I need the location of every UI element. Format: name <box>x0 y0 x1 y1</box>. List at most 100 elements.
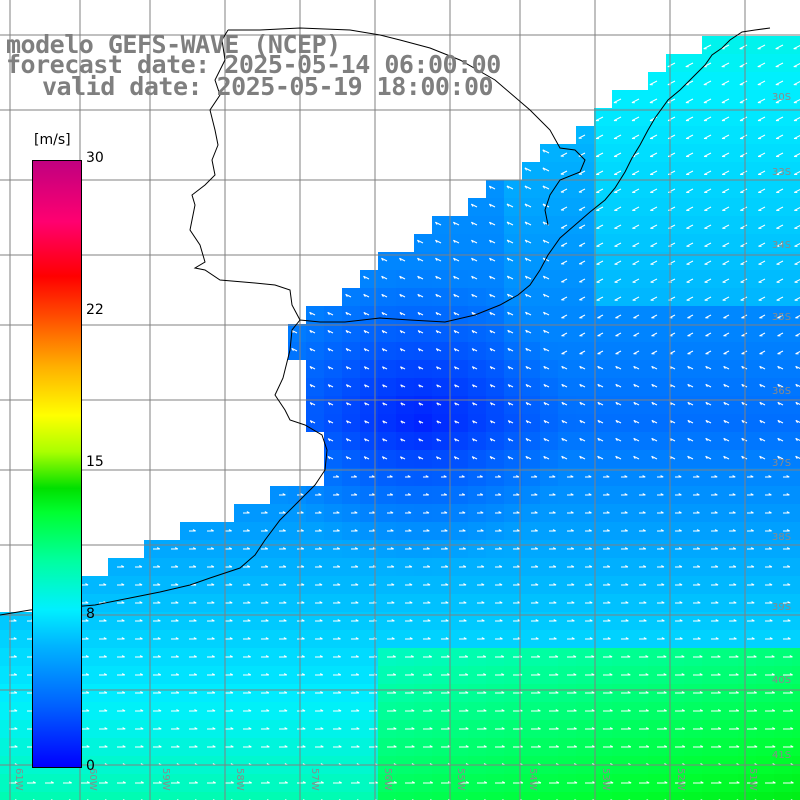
wind-arrow-head <box>480 547 484 550</box>
wind-cell <box>324 792 342 800</box>
wind-arrow-head <box>769 601 773 604</box>
latitude-label: 40S <box>772 675 791 686</box>
wind-arrow-head <box>436 438 439 442</box>
wind-arrow-head <box>465 781 470 784</box>
wind-arrow-head <box>409 583 413 586</box>
wind-arrow-head <box>768 547 773 550</box>
wind-arrow-head <box>176 781 180 784</box>
wind-arrow-head <box>121 637 125 640</box>
wind-cell <box>72 792 90 800</box>
wind-arrow <box>560 224 568 229</box>
wind-cell <box>792 612 800 630</box>
wind-arrow-head <box>542 149 545 153</box>
wind-arrow-head <box>606 511 610 514</box>
wind-arrow-head <box>463 583 467 586</box>
wind-arrow <box>596 260 604 265</box>
wind-arrow-head <box>426 511 430 514</box>
wind-arrow <box>667 134 676 139</box>
wind-arrow-head <box>661 583 665 586</box>
wind-cell <box>792 162 800 180</box>
wind-arrow <box>524 239 532 244</box>
wind-arrow-head <box>525 384 529 388</box>
wind-arrow-head <box>301 619 305 622</box>
wind-arrow-head <box>759 384 762 388</box>
wind-arrow-head <box>470 203 474 207</box>
wind-arrow-head <box>444 529 448 532</box>
wind-arrow-head <box>682 745 686 748</box>
wind-arrow <box>667 116 676 122</box>
wind-arrow-head <box>498 493 502 496</box>
wind-arrow-head <box>660 475 664 478</box>
wind-arrow-head <box>122 691 126 694</box>
wind-arrow-head <box>570 547 575 550</box>
wind-arrow-head <box>363 366 367 370</box>
wind-arrow-head <box>553 565 557 568</box>
wind-arrow-head <box>542 239 546 243</box>
wind-arrow-head <box>282 547 287 550</box>
wind-arrow-head <box>291 348 294 352</box>
wind-arrow-head <box>210 547 215 550</box>
wind-arrow-head <box>391 583 395 586</box>
wind-arrow-head <box>499 565 503 568</box>
wind-arrow-head <box>483 673 487 676</box>
wind-arrow-head <box>571 583 575 586</box>
wind-arrow-head <box>535 619 539 622</box>
wind-arrow-head <box>538 781 542 784</box>
wind-arrow-head <box>750 547 755 550</box>
wind-arrow-head <box>687 384 690 388</box>
wind-arrow <box>740 278 748 283</box>
wind-arrow <box>721 116 730 122</box>
wind-arrow-head <box>524 221 528 225</box>
wind-arrow-head <box>789 673 793 676</box>
wind-cell <box>774 792 792 800</box>
wind-arrow-head <box>663 655 667 658</box>
wind-arrow-head <box>700 745 704 748</box>
wind-arrow-head <box>741 438 744 442</box>
wind-arrow-head <box>337 655 341 658</box>
wind-arrow-head <box>355 673 360 676</box>
wind-arrow-head <box>302 691 306 694</box>
wind-arrow-head <box>248 691 252 694</box>
wind-arrow-head <box>193 601 197 604</box>
wind-cell <box>180 792 198 800</box>
wind-arrow-head <box>678 529 682 532</box>
wind-arrow-head <box>543 347 546 352</box>
wind-arrow-head <box>212 709 216 712</box>
wind-arrow <box>758 224 766 229</box>
wind-arrow-head <box>715 601 719 604</box>
wind-arrow-head <box>174 547 179 550</box>
wind-arrow-head <box>400 366 403 370</box>
wind-arrow-head <box>753 655 757 658</box>
wind-arrow-head <box>534 493 538 496</box>
wind-arrow-head <box>732 547 737 550</box>
wind-arrow <box>435 221 442 226</box>
wind-arrow-head <box>393 781 397 784</box>
wind-arrow-head <box>464 655 469 658</box>
wind-arrow-head <box>399 330 403 334</box>
wind-arrow-head <box>381 294 384 298</box>
wind-arrow-head <box>555 727 559 730</box>
wind-arrow-head <box>759 366 762 370</box>
wind-arrow <box>667 80 676 86</box>
wind-arrow <box>721 170 730 175</box>
wind-arrow-head <box>454 438 457 442</box>
wind-arrow <box>632 242 640 247</box>
wind-arrow-head <box>463 565 467 568</box>
wind-arrow-head <box>338 745 342 748</box>
wind-arrow-head <box>158 691 162 694</box>
wind-arrow-head <box>284 709 288 712</box>
wind-arrow <box>543 293 550 298</box>
wind-arrow-head <box>345 366 349 370</box>
wind-arrow-head <box>175 565 179 568</box>
wind-arrow-head <box>571 619 575 622</box>
wind-arrow-head <box>501 691 505 694</box>
wind-arrow-head <box>771 709 776 712</box>
wind-arrow-head <box>589 637 593 640</box>
wind-cell <box>162 792 180 800</box>
wind-arrow-head <box>418 420 422 424</box>
wind-arrow-head <box>211 565 215 568</box>
wind-arrow-head <box>211 619 215 622</box>
wind-arrow-head <box>247 673 252 676</box>
wind-arrow-head <box>607 619 611 622</box>
wind-arrow-head <box>265 637 269 640</box>
